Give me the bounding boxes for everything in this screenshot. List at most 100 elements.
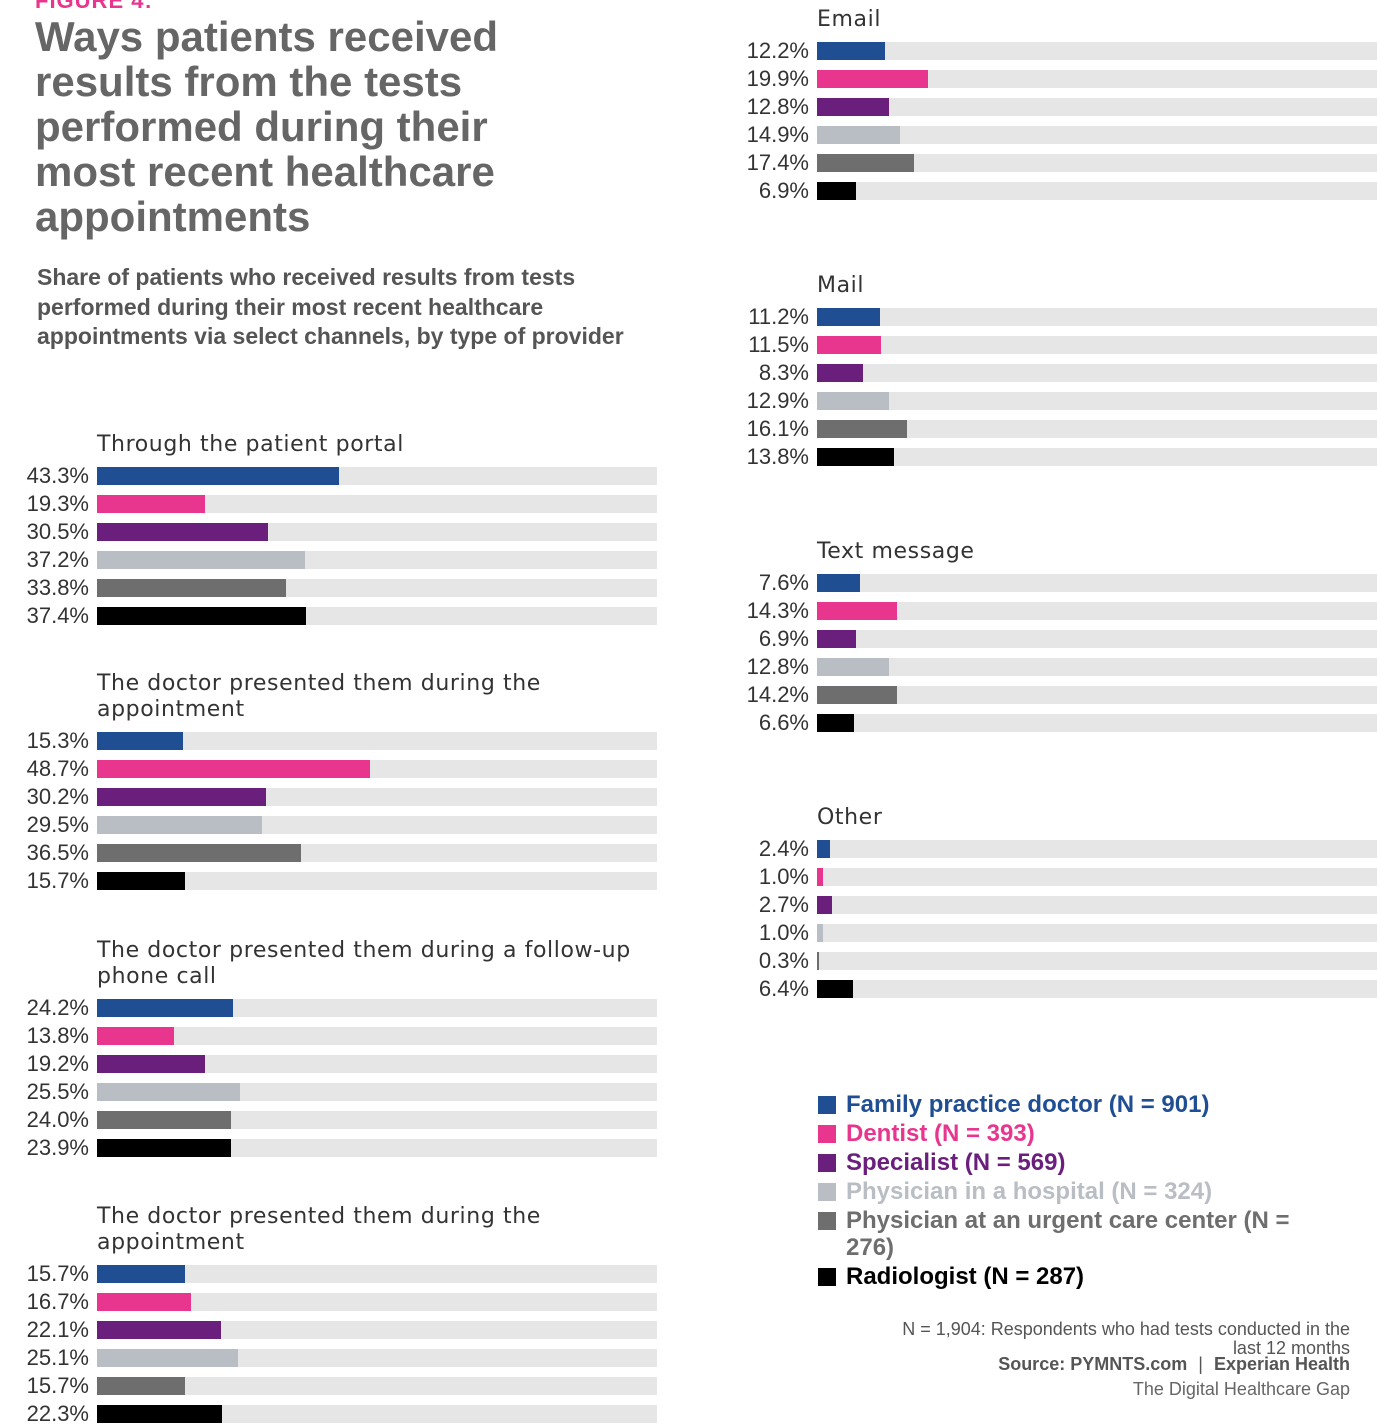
bar [97, 999, 233, 1017]
bar-track [97, 732, 657, 750]
value-label: 16.1% [746, 416, 809, 441]
bar-track [97, 1265, 657, 1283]
bar-track [817, 98, 1377, 116]
bar [817, 98, 889, 116]
bar [97, 1377, 185, 1395]
footnote: N = 1,904: Respondents who had tests con… [902, 1319, 1350, 1358]
bar-track [817, 182, 1377, 200]
bar-track [817, 336, 1377, 354]
legend-swatch [818, 1125, 836, 1143]
bar [97, 1139, 231, 1157]
value-label: 24.2% [26, 995, 89, 1020]
bar [97, 732, 183, 750]
value-label: 11.5% [748, 332, 809, 357]
bar [817, 840, 831, 858]
value-label: 14.3% [746, 598, 809, 623]
value-label: 15.3% [26, 728, 89, 753]
bar-track [817, 868, 1377, 886]
bar [817, 952, 819, 970]
bar [817, 714, 854, 732]
value-label: 6.6% [758, 710, 809, 735]
legend-label: Specialist (N = 569) [846, 1149, 1066, 1176]
value-label: 37.2% [26, 547, 89, 572]
panel-title: Mail [817, 273, 865, 298]
value-label: 6.9% [758, 178, 809, 203]
value-label: 14.2% [746, 682, 809, 707]
value-label: 6.9% [758, 626, 809, 651]
value-label: 22.1% [26, 1317, 89, 1342]
value-label: 6.4% [758, 976, 809, 1001]
source: Source: PYMNTS.com | Experian Health [998, 1354, 1350, 1375]
legend-swatch [818, 1154, 836, 1172]
bar [817, 574, 860, 592]
value-label: 14.9% [746, 122, 809, 147]
bar-track [97, 1111, 657, 1129]
bar [817, 126, 901, 144]
bar-track [97, 495, 657, 513]
value-label: 25.1% [26, 1345, 89, 1370]
bar [817, 980, 853, 998]
legend-label: Family practice doctor (N = 901) [846, 1091, 1210, 1118]
legend-label: Radiologist (N = 287) [846, 1263, 1085, 1290]
bar [817, 308, 880, 326]
value-label: 15.7% [26, 1373, 89, 1398]
bar-track [817, 308, 1377, 326]
panel-title: The doctor presented them during the app… [97, 1204, 541, 1255]
value-label: 11.2% [748, 304, 809, 329]
bar-track [817, 126, 1377, 144]
bar [817, 896, 833, 914]
value-label: 23.9% [26, 1135, 89, 1160]
bar [97, 788, 267, 806]
value-label: 8.3% [758, 360, 809, 385]
bar-track [817, 896, 1377, 914]
bar-track [817, 154, 1377, 172]
bar [97, 579, 287, 597]
bar [97, 495, 206, 513]
bar-track [817, 980, 1377, 998]
bar [817, 336, 882, 354]
bar [97, 1027, 175, 1045]
value-label: 1.0% [758, 864, 809, 889]
figure-label: FIGURE 4: [35, 0, 153, 13]
value-label: 30.2% [26, 784, 89, 809]
value-label: 19.9% [746, 66, 809, 91]
value-label: 43.3% [26, 463, 89, 488]
source-separator: | [1198, 1354, 1203, 1374]
bar-track [97, 999, 657, 1017]
bar [97, 1293, 191, 1311]
bar-track [97, 1055, 657, 1073]
bar [97, 1055, 205, 1073]
value-label: 30.5% [26, 519, 89, 544]
value-label: 1.0% [758, 920, 809, 945]
chart-subtitle: Share of patients who received results f… [37, 264, 624, 349]
panel-title: Email [817, 7, 882, 32]
value-label: 2.4% [758, 836, 809, 861]
bar [817, 70, 929, 88]
value-label: 15.7% [26, 868, 89, 893]
bar-track [817, 840, 1377, 858]
bar [817, 602, 898, 620]
panel-title: Text message [817, 539, 975, 564]
bar [97, 1265, 185, 1283]
value-label: 13.8% [746, 444, 809, 469]
bar [97, 872, 185, 890]
panel-title: The doctor presented them during the app… [97, 671, 541, 722]
bar-track [97, 1405, 657, 1423]
value-label: 15.7% [26, 1261, 89, 1286]
panel-title: Other [817, 805, 883, 830]
bar [817, 182, 856, 200]
value-label: 12.8% [746, 654, 809, 679]
value-label: 12.9% [746, 388, 809, 413]
bar [97, 1321, 221, 1339]
value-label: 12.8% [746, 94, 809, 119]
value-label: 24.0% [26, 1107, 89, 1132]
bar-track [97, 1027, 657, 1045]
bar-track [817, 686, 1377, 704]
bar-track [817, 574, 1377, 592]
value-label: 25.5% [26, 1079, 89, 1104]
value-label: 37.4% [26, 603, 89, 628]
value-label: 22.3% [26, 1401, 89, 1426]
bar [817, 686, 897, 704]
bar-track [817, 42, 1377, 60]
